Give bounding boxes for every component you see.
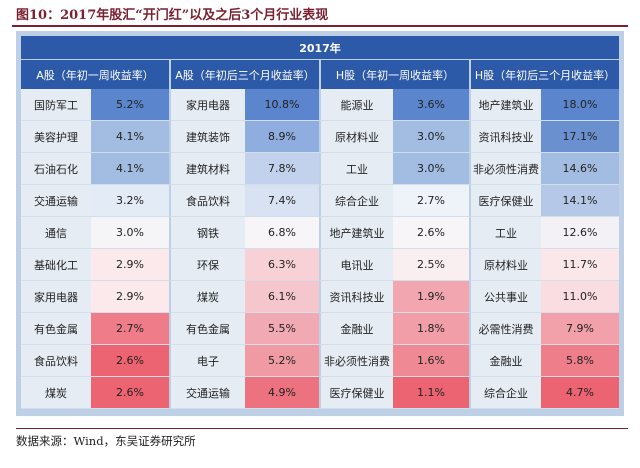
- return-value-cell: 11.0%: [541, 281, 619, 313]
- industry-name-cell: 食品饮料: [169, 185, 245, 217]
- industry-name-cell: 有色金属: [169, 313, 245, 345]
- return-value-cell: 1.9%: [393, 281, 469, 313]
- return-value-cell: 6.3%: [245, 249, 319, 281]
- industry-name-cell: 石油石化: [21, 153, 91, 185]
- return-value-cell: 10.8%: [245, 89, 319, 121]
- industry-name-cell: 工业: [319, 153, 393, 185]
- industry-name-cell: 家用电器: [169, 89, 245, 121]
- industry-name-cell: 有色金属: [21, 313, 91, 345]
- industry-name-cell: 煤炭: [169, 281, 245, 313]
- return-value-cell: 17.1%: [541, 121, 619, 153]
- return-value-cell: 11.7%: [541, 249, 619, 281]
- industry-name-cell: 建筑装饰: [169, 121, 245, 153]
- industry-name-cell: 资讯科技业: [469, 121, 541, 153]
- group-header-a-week: A股（年初一周收益率）: [21, 60, 169, 89]
- return-value-cell: 2.6%: [393, 217, 469, 249]
- year-header: 2017年: [21, 36, 619, 60]
- industry-name-cell: 交通运输: [21, 185, 91, 217]
- return-value-cell: 6.8%: [245, 217, 319, 249]
- industry-name-cell: 综合企业: [469, 377, 541, 409]
- industry-name-cell: 国防军工: [21, 89, 91, 121]
- return-value-cell: 4.9%: [245, 377, 319, 409]
- return-value-cell: 2.6%: [91, 345, 169, 377]
- industry-name-cell: 地产建筑业: [319, 217, 393, 249]
- industry-name-cell: 医疗保健业: [319, 377, 393, 409]
- industry-name-cell: 交通运输: [169, 377, 245, 409]
- industry-name-cell: 环保: [169, 249, 245, 281]
- industry-name-cell: 非必须性消费: [319, 345, 393, 377]
- return-value-cell: 7.8%: [245, 153, 319, 185]
- title-divider: [12, 25, 628, 27]
- industry-name-cell: 建筑材料: [169, 153, 245, 185]
- return-value-cell: 3.6%: [393, 89, 469, 121]
- return-value-cell: 5.2%: [91, 89, 169, 121]
- return-value-cell: 3.0%: [393, 121, 469, 153]
- industry-name-cell: 煤炭: [21, 377, 91, 409]
- return-value-cell: 5.2%: [245, 345, 319, 377]
- return-value-cell: 2.7%: [393, 185, 469, 217]
- return-value-cell: 2.6%: [91, 377, 169, 409]
- industry-name-cell: 综合企业: [319, 185, 393, 217]
- industry-name-cell: 钢铁: [169, 217, 245, 249]
- return-value-cell: 3.2%: [91, 185, 169, 217]
- return-value-cell: 8.9%: [245, 121, 319, 153]
- return-value-cell: 14.1%: [541, 185, 619, 217]
- industry-name-cell: 原材料业: [469, 249, 541, 281]
- return-value-cell: 1.6%: [393, 345, 469, 377]
- industry-name-cell: 医疗保健业: [469, 185, 541, 217]
- industry-name-cell: 金融业: [469, 345, 541, 377]
- return-value-cell: 5.5%: [245, 313, 319, 345]
- return-value-cell: 7.9%: [541, 313, 619, 345]
- table-frame: 2017年 A股（年初一周收益率） A股（年初后三个月收益率） H股（年初一周收…: [16, 31, 624, 416]
- return-value-cell: 3.0%: [91, 217, 169, 249]
- industry-name-cell: 必需性消费: [469, 313, 541, 345]
- industry-name-cell: 公共事业: [469, 281, 541, 313]
- return-value-cell: 18.0%: [541, 89, 619, 121]
- industry-name-cell: 金融业: [319, 313, 393, 345]
- industry-name-cell: 能源业: [319, 89, 393, 121]
- returns-table: 2017年 A股（年初一周收益率） A股（年初后三个月收益率） H股（年初一周收…: [21, 36, 619, 409]
- return-value-cell: 3.0%: [393, 153, 469, 185]
- industry-name-cell: 非必须性消费: [469, 153, 541, 185]
- return-value-cell: 1.1%: [393, 377, 469, 409]
- data-source-note: 数据来源：Wind，东吴证券研究所: [16, 428, 628, 449]
- industry-name-cell: 家用电器: [21, 281, 91, 313]
- industry-name-cell: 原材料业: [319, 121, 393, 153]
- return-value-cell: 2.7%: [91, 313, 169, 345]
- industry-name-cell: 电讯业: [319, 249, 393, 281]
- industry-name-cell: 通信: [21, 217, 91, 249]
- industry-name-cell: 工业: [469, 217, 541, 249]
- return-value-cell: 2.9%: [91, 249, 169, 281]
- return-value-cell: 2.5%: [393, 249, 469, 281]
- industry-name-cell: 资讯科技业: [319, 281, 393, 313]
- return-value-cell: 2.9%: [91, 281, 169, 313]
- return-value-cell: 4.1%: [91, 121, 169, 153]
- industry-name-cell: 电子: [169, 345, 245, 377]
- return-value-cell: 1.8%: [393, 313, 469, 345]
- figure-title: 图10：2017年股汇“开门红”以及之后3个月行业表现: [16, 8, 329, 23]
- return-value-cell: 4.7%: [541, 377, 619, 409]
- industry-name-cell: 地产建筑业: [469, 89, 541, 121]
- group-header-a-quarter: A股（年初后三个月收益率）: [169, 60, 319, 89]
- return-value-cell: 6.1%: [245, 281, 319, 313]
- return-value-cell: 4.1%: [91, 153, 169, 185]
- return-value-cell: 14.6%: [541, 153, 619, 185]
- return-value-cell: 5.8%: [541, 345, 619, 377]
- return-value-cell: 7.4%: [245, 185, 319, 217]
- group-header-h-week: H股（年初一周收益率）: [319, 60, 469, 89]
- group-header-h-quarter: H股（年初后三个月收益率）: [469, 60, 619, 89]
- industry-name-cell: 美容护理: [21, 121, 91, 153]
- industry-name-cell: 食品饮料: [21, 345, 91, 377]
- return-value-cell: 12.6%: [541, 217, 619, 249]
- industry-name-cell: 基础化工: [21, 249, 91, 281]
